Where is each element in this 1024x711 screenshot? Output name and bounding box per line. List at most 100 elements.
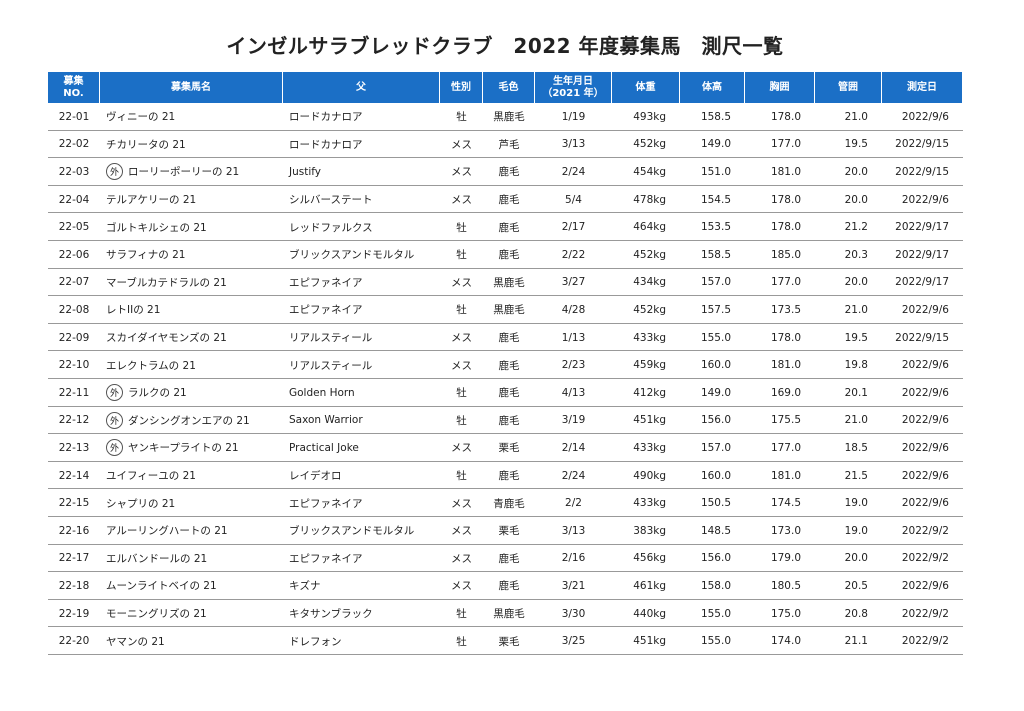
table-cell: 2/23 bbox=[535, 351, 612, 379]
table-cell: 22-08 bbox=[48, 296, 100, 324]
foreign-badge: 外 bbox=[106, 384, 123, 402]
cell-text: 177.0 bbox=[770, 138, 801, 151]
cell-text: 3/21 bbox=[561, 579, 586, 592]
table-cell: シャプリの 21 bbox=[100, 489, 283, 517]
table-cell: 174.5 bbox=[745, 489, 815, 517]
cell-text: 2022/9/6 bbox=[901, 441, 949, 454]
header-text: 胸囲 bbox=[769, 81, 790, 93]
table-cell: 178.0 bbox=[745, 186, 815, 214]
table-cell: エピファネイア bbox=[283, 269, 440, 297]
cell-text: レトIIの 21 bbox=[106, 304, 161, 317]
table-cell: 22-06 bbox=[48, 241, 100, 269]
cell-text: メス bbox=[451, 442, 472, 455]
table-cell: 153.5 bbox=[680, 213, 745, 241]
table-cell: 鹿毛 bbox=[483, 462, 535, 490]
table-cell: 外ローリーポーリーの 21 bbox=[100, 158, 283, 186]
cell-text: 2022/9/2 bbox=[901, 524, 949, 537]
table-cell: 451kg bbox=[612, 627, 680, 655]
cell-text: 433kg bbox=[633, 497, 666, 510]
header-text: 体重 bbox=[635, 81, 656, 93]
table-cell: Justify bbox=[283, 158, 440, 186]
table-cell: エピファネイア bbox=[283, 545, 440, 573]
table-cell: 22-02 bbox=[48, 131, 100, 159]
table-cell: 22-14 bbox=[48, 462, 100, 490]
cell-text: 148.5 bbox=[700, 524, 731, 537]
table-cell: メス bbox=[440, 434, 483, 462]
cell-text: ゴルトキルシェの 21 bbox=[106, 221, 207, 234]
table-cell: 2/2 bbox=[535, 489, 612, 517]
cell-text: 黒鹿毛 bbox=[493, 276, 525, 289]
header-text: 毛色 bbox=[498, 81, 519, 93]
table-cell: 156.0 bbox=[680, 407, 745, 435]
table-cell: 22-04 bbox=[48, 186, 100, 214]
table-cell: マーブルカテドラルの 21 bbox=[100, 269, 283, 297]
table-cell: 栗毛 bbox=[483, 627, 535, 655]
table-cell: 160.0 bbox=[680, 462, 745, 490]
cell-text: 22-04 bbox=[58, 193, 90, 206]
cell-text: 452kg bbox=[633, 138, 666, 151]
table-cell: 181.0 bbox=[745, 158, 815, 186]
row-line bbox=[48, 295, 963, 297]
cell-text: 1/13 bbox=[561, 331, 586, 344]
cell-text: 2022/9/6 bbox=[901, 579, 949, 592]
cell-text: 2022/9/6 bbox=[901, 359, 949, 372]
cell-text: 19.8 bbox=[844, 359, 868, 372]
table-cell: 2022/9/6 bbox=[882, 462, 963, 490]
cell-text: スカイダイヤモンズの 21 bbox=[106, 332, 227, 345]
cell-text: 493kg bbox=[633, 110, 666, 123]
table-cell: キズナ bbox=[283, 572, 440, 600]
cell-text: 461kg bbox=[633, 579, 666, 592]
header-text: 生年月日 bbox=[553, 75, 593, 87]
cell-text: メス bbox=[451, 138, 472, 151]
table-cell: メス bbox=[440, 186, 483, 214]
table-cell: チカリータの 21 bbox=[100, 131, 283, 159]
table-cell: 2022/9/6 bbox=[882, 351, 963, 379]
cell-text: 19.0 bbox=[844, 524, 868, 537]
table-cell: エルバンドールの 21 bbox=[100, 545, 283, 573]
row-line bbox=[48, 654, 963, 655]
cell-text: 2022/9/2 bbox=[901, 552, 949, 565]
table-cell: レトIIの 21 bbox=[100, 296, 283, 324]
table-cell: 2022/9/17 bbox=[882, 213, 963, 241]
row-line bbox=[48, 460, 963, 462]
header-cell: 胸囲 bbox=[745, 72, 815, 103]
table-cell: 412kg bbox=[612, 379, 680, 407]
cell-text: 2022/9/2 bbox=[901, 635, 949, 648]
cell-text: 20.0 bbox=[844, 193, 868, 206]
header-text: NO. bbox=[63, 87, 84, 99]
table-cell: 牡 bbox=[440, 600, 483, 628]
cell-text: 178.0 bbox=[770, 221, 801, 234]
table-cell: 158.5 bbox=[680, 241, 745, 269]
cell-text: 21.0 bbox=[844, 303, 868, 316]
table-cell: 牡 bbox=[440, 462, 483, 490]
cell-text: 18.5 bbox=[844, 441, 868, 454]
table-cell: 21.0 bbox=[815, 296, 882, 324]
table-cell: 433kg bbox=[612, 489, 680, 517]
cell-text: 3/13 bbox=[561, 524, 586, 537]
cell-text: 180.5 bbox=[770, 579, 801, 592]
table-cell: 181.0 bbox=[745, 462, 815, 490]
header-cell: 体高 bbox=[680, 72, 745, 103]
table-cell: メス bbox=[440, 131, 483, 159]
table-cell: 2022/9/17 bbox=[882, 241, 963, 269]
table-cell: ドレフォン bbox=[283, 627, 440, 655]
table-cell: 175.5 bbox=[745, 407, 815, 435]
table-cell: 464kg bbox=[612, 213, 680, 241]
table-cell: 158.5 bbox=[680, 103, 745, 131]
cell-text: 478kg bbox=[633, 193, 666, 206]
cell-text: 22-08 bbox=[58, 303, 90, 316]
table-cell: 牡 bbox=[440, 379, 483, 407]
table-cell: 2022/9/6 bbox=[882, 103, 963, 131]
table-cell: 19.0 bbox=[815, 517, 882, 545]
cell-text: 5/4 bbox=[565, 193, 582, 206]
cell-text: 173.0 bbox=[770, 524, 801, 537]
table-cell: 牡 bbox=[440, 213, 483, 241]
table-cell: 461kg bbox=[612, 572, 680, 600]
cell-text: ブリックスアンドモルタル bbox=[289, 249, 415, 262]
cell-text: 鹿毛 bbox=[498, 580, 520, 593]
cell-text: 3/13 bbox=[561, 138, 586, 151]
cell-text: 鹿毛 bbox=[498, 194, 520, 207]
table-cell: 1/19 bbox=[535, 103, 612, 131]
table-cell: 鹿毛 bbox=[483, 324, 535, 352]
row-line bbox=[48, 488, 963, 490]
